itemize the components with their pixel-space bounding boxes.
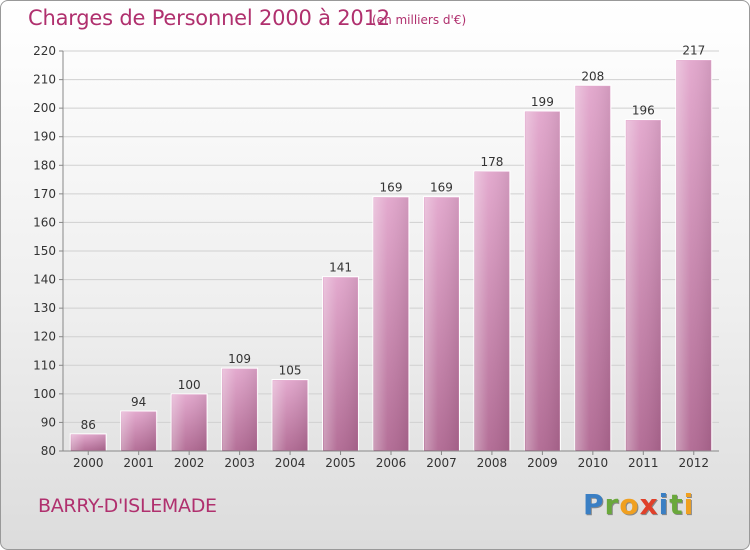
data-label: 105 (279, 364, 302, 378)
y-tick-label: 220 (33, 44, 56, 58)
y-tick-label: 160 (33, 215, 56, 229)
data-label: 217 (682, 44, 705, 58)
x-tick-label: 2001 (123, 456, 154, 470)
y-tick-label: 210 (33, 73, 56, 87)
y-tick-label: 80 (41, 444, 56, 458)
data-label: 94 (131, 395, 146, 409)
x-tick-label: 2012 (678, 456, 709, 470)
x-tick-label: 2003 (224, 456, 255, 470)
proxiti-logo: Proxiti (583, 488, 694, 521)
x-tick-label: 2009 (527, 456, 558, 470)
bar-shine (172, 394, 207, 450)
bar-shine (121, 412, 156, 450)
y-tick-label: 180 (33, 158, 56, 172)
y-tick-label: 90 (41, 415, 56, 429)
data-label: 100 (178, 378, 201, 392)
logo-letter: x (639, 488, 659, 521)
x-tick-label: 2011 (628, 456, 659, 470)
bar-shine (525, 112, 560, 450)
bar-shine (222, 369, 257, 450)
bar-shine (424, 197, 459, 450)
y-tick-label: 140 (33, 273, 56, 287)
chart-subtitle: (en milliers d'€) (372, 13, 467, 27)
data-label: 208 (581, 69, 604, 83)
y-tick-label: 110 (33, 358, 56, 372)
y-tick-label: 170 (33, 187, 56, 201)
bar-shine (323, 277, 358, 450)
y-tick-label: 120 (33, 330, 56, 344)
data-label: 199 (531, 95, 554, 109)
data-label: 169 (380, 181, 403, 195)
chart-title: Charges de Personnel 2000 à 2012 (28, 6, 390, 30)
data-label: 169 (430, 181, 453, 195)
y-axis: 80 90 100 110 120 130 140 150 160 170 180 190 200 210… (33, 44, 64, 458)
bars: 86 94 100 109 105 141 169 169 178 199 208 196 217 (69, 44, 713, 452)
y-tick-label: 190 (33, 130, 56, 144)
data-label: 86 (81, 418, 96, 432)
x-tick-label: 2005 (325, 456, 356, 470)
logo-letter: r (604, 488, 620, 521)
bar-shine (626, 120, 661, 451)
data-label: 196 (632, 104, 655, 118)
bar-shine (575, 86, 610, 451)
x-tick-label: 2004 (275, 456, 306, 470)
data-label: 141 (329, 261, 352, 275)
x-tick-label: 2008 (477, 456, 508, 470)
x-tick-label: 2002 (174, 456, 205, 470)
bar-shine (71, 434, 106, 450)
bar-shine (474, 172, 509, 450)
logo-letter: t (669, 488, 684, 521)
logo-letter: o (619, 488, 640, 521)
x-tick-label: 2000 (73, 456, 104, 470)
x-tick-label: 2007 (426, 456, 457, 470)
commune-name: BARRY-D'ISLEMADE (38, 495, 217, 517)
data-label: 109 (228, 352, 251, 366)
x-axis: 2000 2001 2002 2003 2004 2005 2006 2007 2008 2009… (63, 450, 719, 470)
bar-shine (273, 380, 308, 450)
y-tick-label: 150 (33, 244, 56, 258)
bar-shine (676, 60, 711, 450)
data-label: 178 (480, 155, 503, 169)
bar-shine (374, 197, 408, 450)
x-tick-label: 2010 (578, 456, 609, 470)
x-tick-label: 2006 (376, 456, 407, 470)
y-tick-label: 130 (33, 301, 56, 315)
logo-letter: i (658, 488, 670, 521)
logo-letter: P (583, 488, 605, 521)
y-tick-label: 100 (33, 387, 56, 401)
logo-letter: i (683, 488, 695, 521)
y-tick-label: 200 (33, 101, 56, 115)
